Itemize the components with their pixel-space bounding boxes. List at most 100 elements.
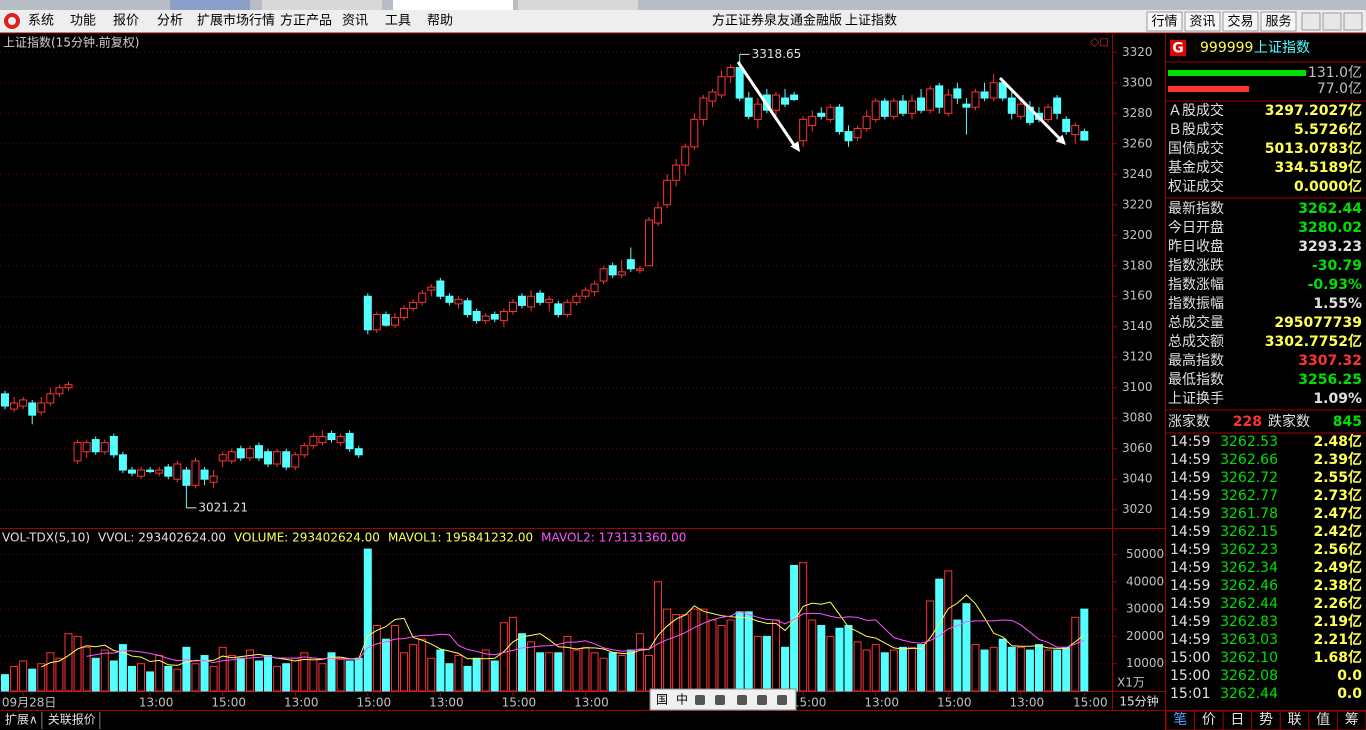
menu-button-label[interactable]: 服务	[1265, 14, 1291, 30]
x-tick-label: 15:00	[1073, 696, 1108, 710]
window-control[interactable]	[1343, 12, 1363, 31]
volume-bar	[436, 649, 445, 692]
volume-bar	[400, 652, 409, 692]
volume-bar	[536, 652, 545, 692]
menu-button[interactable]	[1222, 11, 1259, 32]
menu-button-label[interactable]: 交易	[1227, 14, 1253, 30]
breadth-value: 228	[1233, 414, 1262, 430]
tick-price: 3262.46	[1220, 578, 1278, 594]
x-tick-label: 13:00	[139, 696, 174, 710]
toolbar-icon[interactable]	[737, 695, 747, 705]
panel-tab-label[interactable]: 筹	[1345, 711, 1359, 728]
y-tick-label: 3020	[1122, 502, 1153, 516]
toolbar-icon[interactable]	[695, 695, 705, 705]
corner-icons: ◇◻	[1090, 35, 1109, 49]
panel-tab-label[interactable]: 笔	[1173, 712, 1187, 728]
row-value: 5013.0783亿	[1265, 140, 1362, 157]
candle-body	[935, 85, 944, 108]
candle-body	[799, 118, 808, 142]
volume-bar	[826, 635, 835, 692]
volume-bar	[481, 649, 490, 692]
menu-item[interactable]: 工具	[385, 14, 411, 29]
annotation: 3021.21	[198, 500, 248, 514]
panel-tab-label[interactable]: 值	[1316, 712, 1330, 728]
volume-bar	[137, 663, 146, 692]
status-bar: 扩展∧ 关联报价	[5, 712, 101, 729]
volume-bar	[100, 649, 109, 692]
tick-time: 14:59	[1170, 470, 1210, 486]
tick-volume: 2.26亿	[1313, 595, 1362, 612]
toolbar-icon[interactable]	[715, 695, 725, 705]
panel-tab-label[interactable]: 价	[1202, 712, 1216, 728]
toolbar-icon[interactable]	[757, 695, 767, 705]
menu-button[interactable]	[1146, 11, 1183, 32]
row-label: 总成交量	[1168, 314, 1224, 331]
row-value: 295077739	[1274, 315, 1362, 331]
volume-bar	[409, 644, 418, 692]
menu-item[interactable]: 资讯	[342, 14, 368, 29]
y-tick-label: 3120	[1122, 350, 1153, 364]
candle-body	[481, 315, 490, 322]
ratio-label: 131.0亿	[1308, 65, 1362, 81]
volume-bar	[853, 641, 862, 692]
panel-tab[interactable]	[1336, 710, 1366, 730]
volume-bar	[118, 644, 127, 692]
tick-time: 15:01	[1170, 686, 1210, 702]
volume-bar	[835, 627, 844, 692]
candle-body	[282, 451, 291, 468]
status-tab[interactable]: 关联报价	[48, 712, 96, 727]
tick-price: 3262.72	[1220, 470, 1278, 486]
candle-body	[146, 469, 155, 473]
candle-body	[617, 271, 626, 276]
menu-item[interactable]: 帮助	[427, 14, 453, 29]
candle-body	[363, 295, 372, 331]
tick-price: 3262.83	[1220, 614, 1278, 630]
candle-body	[209, 475, 218, 483]
window-control[interactable]	[1301, 12, 1321, 31]
candle-body	[853, 128, 862, 139]
tick-volume: 2.21亿	[1313, 631, 1362, 648]
volume-bar	[862, 649, 871, 692]
status-tab[interactable]: 扩展∧	[5, 713, 38, 727]
trend-arrow	[736, 61, 798, 149]
candle-body	[427, 286, 436, 291]
menu-button-label[interactable]: 行情	[1151, 15, 1177, 30]
menu-button[interactable]	[1184, 11, 1221, 32]
menu-item[interactable]: 功能	[70, 14, 96, 29]
menu-item[interactable]: 分析	[157, 14, 183, 29]
candle-body	[1016, 103, 1025, 117]
logo	[8, 17, 16, 25]
panel-tab-label[interactable]: 日	[1230, 712, 1244, 728]
volume-bar	[563, 635, 572, 692]
menu-item[interactable]: 扩展市场行情	[197, 13, 275, 29]
candle-body	[681, 146, 690, 166]
menu-button-label[interactable]: 资讯	[1189, 15, 1215, 30]
toolbar-item[interactable]: 中	[676, 692, 688, 707]
moving-average-line	[41, 594, 1085, 668]
tick-price: 3262.23	[1220, 542, 1278, 558]
y-tick-label: 40000	[1126, 574, 1164, 588]
volume-bar	[926, 600, 935, 692]
x-tick-label: 13:00	[574, 696, 609, 710]
y-tick-label: 3280	[1122, 106, 1153, 120]
menu-item[interactable]: 方正产品	[280, 13, 332, 29]
menu-item[interactable]: 报价	[113, 14, 139, 29]
toolbar-icon[interactable]	[777, 695, 787, 705]
volume-bar	[889, 649, 898, 692]
panel-tab-label[interactable]: 联	[1288, 712, 1302, 728]
panel-tab-label[interactable]: 势	[1259, 712, 1273, 728]
volume-bar	[354, 657, 363, 692]
y-tick-label: 3200	[1122, 228, 1153, 242]
tick-price: 3261.78	[1220, 506, 1278, 522]
candle-body	[273, 451, 282, 465]
volume-bar	[626, 649, 635, 692]
menu-item[interactable]: 系统	[28, 14, 54, 29]
window-control[interactable]	[1322, 12, 1342, 31]
toolbar-item[interactable]: 国	[656, 693, 668, 707]
candle-body	[708, 91, 717, 102]
menu-button[interactable]	[1260, 11, 1297, 32]
row-value: -30.79	[1312, 258, 1362, 274]
volume-bar	[146, 671, 155, 692]
